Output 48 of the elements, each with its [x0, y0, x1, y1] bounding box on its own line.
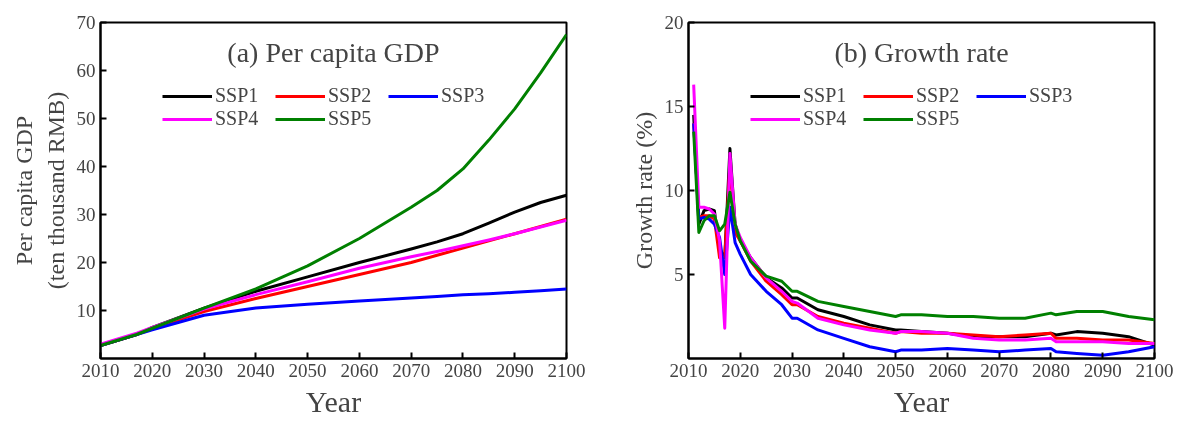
x-tick-label: 2040 — [236, 359, 275, 381]
y-tick-label: 30 — [76, 204, 96, 225]
x-tick-label: 2080 — [443, 359, 482, 381]
y-tick-label: 5 — [674, 264, 684, 285]
y-tick-label: 10 — [664, 180, 684, 201]
x-tick-label: 2010 — [81, 359, 120, 381]
x-tick-label: 2020 — [721, 359, 760, 381]
legend-label: SSP5 — [328, 107, 373, 130]
x-tick-label: 2080 — [1031, 359, 1070, 381]
legend-label: SSP3 — [441, 84, 486, 107]
x-tick-label: 2060 — [928, 359, 967, 381]
legend-label: SSP4 — [215, 107, 260, 130]
y-tick-label: 20 — [664, 12, 684, 33]
text: (a) Per capita GDP — [227, 36, 440, 68]
x-axis-title: Year — [893, 384, 950, 418]
y-tick-label: 60 — [76, 60, 96, 81]
legend-label: SSP2 — [328, 84, 373, 107]
text: (b) Growth rate — [834, 36, 1009, 68]
x-tick-label: 2100 — [547, 359, 586, 381]
x-tick-label: 2070 — [392, 359, 431, 381]
line-series — [100, 33, 567, 348]
y-axis-title: Growth rate (%) — [630, 111, 657, 270]
x-tick-label: 2090 — [1083, 359, 1122, 381]
x-tick-label: 2060 — [340, 359, 379, 381]
y-tick-label: 10 — [76, 300, 96, 321]
y-axis-title: Per capita GDP (ten thousand RMB) — [11, 91, 69, 290]
x-tick-label: 2040 — [824, 359, 863, 381]
y-tick-label: 20 — [76, 252, 96, 273]
x-tick-label: 2050 — [876, 359, 915, 381]
y-tick-label: 50 — [76, 108, 96, 129]
x-axis-title: Year — [305, 384, 362, 418]
x-tick-label: 2100 — [1135, 359, 1174, 381]
y-tick-label: 40 — [76, 156, 96, 177]
legend-label: SSP3 — [1029, 84, 1074, 107]
x-tick-label: 2050 — [288, 359, 327, 381]
x-tick-label: 2030 — [773, 359, 812, 381]
legend-label: SSP2 — [916, 84, 961, 107]
x-tick-label: 2010 — [669, 359, 708, 381]
x-tick-label: 2070 — [980, 359, 1019, 381]
y-tick-label: 15 — [664, 96, 684, 117]
x-tick-label: 2090 — [495, 359, 534, 381]
legend-label: SSP1 — [215, 84, 260, 107]
legend-label: SSP1 — [803, 84, 848, 107]
x-tick-label: 2030 — [185, 359, 224, 381]
x-tick-label: 2020 — [133, 359, 172, 381]
y-tick-label: 70 — [76, 12, 96, 33]
legend-label: SSP5 — [916, 107, 961, 130]
legend-label: SSP4 — [803, 107, 848, 130]
